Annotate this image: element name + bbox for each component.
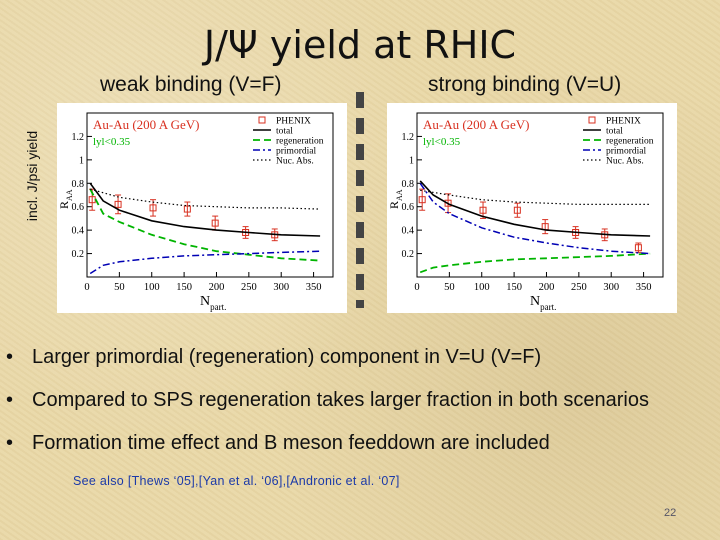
y-tick-label: 0.6 [402, 202, 415, 213]
bullet-item: • Larger primordial (regeneration) compon… [6, 344, 541, 370]
legend-marker [258, 116, 266, 124]
bullet-glyph: • [6, 389, 14, 411]
series-line-regeneration [419, 252, 651, 274]
x-tick-label: 300 [603, 282, 619, 293]
legend-label: PHENIX [276, 117, 311, 127]
x-tick-label: 100 [144, 282, 160, 293]
legend-label: primordial [276, 147, 316, 157]
data-point [114, 200, 122, 208]
plot-frame [86, 112, 334, 278]
slide-title: J/Ψ yield at RHIC [203, 23, 517, 67]
references-link[interactable]: See also [Thews ‘05],[Yan et al. ‘06],[A… [73, 474, 400, 488]
bullet-text: Formation time effect and B meson feeddo… [32, 432, 550, 454]
bullet-glyph: • [6, 346, 14, 368]
chart-strong-binding: 0 50 100 150 200 250 300 3500.20.40.60.811.2Npa… [387, 103, 677, 313]
x-tick-label: 300 [273, 282, 289, 293]
left-panel-title: weak binding (V=F) [100, 73, 282, 96]
legend-label: regeneration [606, 137, 654, 147]
x-tick-label: 0 [84, 282, 89, 293]
legend-label: primordial [606, 147, 646, 157]
rapidity-label: lyl<0.35 [423, 136, 461, 148]
y-tick-label: 0.4 [72, 226, 85, 237]
y-tick-label: 0.8 [72, 179, 85, 190]
legend-label: Nuc. Abs. [276, 157, 314, 167]
data-point [183, 205, 191, 213]
data-point [149, 204, 157, 212]
y-tick-label: 0.6 [72, 202, 85, 213]
dashed-divider [356, 92, 364, 308]
plot-frame [416, 112, 664, 278]
data-point [211, 219, 219, 227]
data-point [444, 199, 452, 207]
x-tick-label: 50 [114, 282, 125, 293]
series-line-regeneration [89, 188, 321, 262]
chart-weak-binding: 0 50 100 150 200 250 300 3500.20.40.60.811.2Npa… [57, 103, 347, 313]
y-tick-label: 1 [409, 155, 414, 166]
legend-marker [588, 116, 596, 124]
x-tick-label: 50 [444, 282, 455, 293]
x-tick-label: 350 [306, 282, 322, 293]
legend-label: total [606, 127, 623, 137]
series-line-primordial [419, 182, 651, 255]
y-tick-label: 0.2 [402, 249, 415, 260]
data-point [479, 206, 487, 214]
x-axis-label-sub: part. [540, 302, 556, 312]
x-tick-label: 0 [414, 282, 419, 293]
series-line-total [89, 182, 321, 237]
x-tick-label: 200 [539, 282, 555, 293]
page-number: 22 [664, 507, 677, 519]
x-tick-label: 100 [474, 282, 490, 293]
y-tick-label: 0.2 [72, 249, 85, 260]
y-tick-label: 1.2 [72, 132, 85, 143]
rapidity-label: lyl<0.35 [93, 136, 131, 148]
system-label: Au-Au (200 A GeV) [93, 117, 200, 132]
data-point [513, 206, 521, 214]
plot-background [57, 103, 347, 313]
x-tick-label: 250 [571, 282, 587, 293]
bullet-item: • Compared to SPS regeneration takes larg… [6, 387, 649, 413]
series-line-primordial [89, 250, 321, 275]
x-tick-label: 150 [506, 282, 522, 293]
legend-label: regeneration [276, 137, 324, 147]
legend-label: Nuc. Abs. [606, 157, 644, 167]
bullet-text: Compared to SPS regeneration takes large… [32, 389, 650, 411]
x-tick-label: 200 [209, 282, 225, 293]
x-tick-label: 250 [241, 282, 257, 293]
bullet-text: Larger primordial (regeneration) compone… [32, 346, 542, 368]
series-line-total [419, 180, 651, 237]
legend-label: PHENIX [606, 117, 641, 127]
y-tick-label: 0.4 [402, 226, 415, 237]
x-tick-label: 150 [176, 282, 192, 293]
plot-background [387, 103, 677, 313]
bullet-glyph: • [6, 432, 14, 454]
y-tick-label: 1.2 [402, 132, 415, 143]
x-axis-label-sub: part. [210, 302, 226, 312]
system-label: Au-Au (200 A GeV) [423, 117, 530, 132]
data-point [634, 244, 642, 252]
side-axis-label: incl. J/psi yield [24, 130, 40, 222]
bullet-item: • Formation time effect and B meson feedd… [6, 430, 550, 456]
y-axis-label-sub: AA [65, 189, 74, 201]
x-tick-label: 350 [636, 282, 652, 293]
y-tick-label: 0.8 [402, 179, 415, 190]
y-axis-label-sub: AA [395, 189, 404, 201]
right-panel-title: strong binding (V=U) [428, 73, 622, 96]
y-tick-label: 1 [79, 155, 84, 166]
legend-label: total [276, 127, 293, 137]
data-point [418, 196, 426, 204]
